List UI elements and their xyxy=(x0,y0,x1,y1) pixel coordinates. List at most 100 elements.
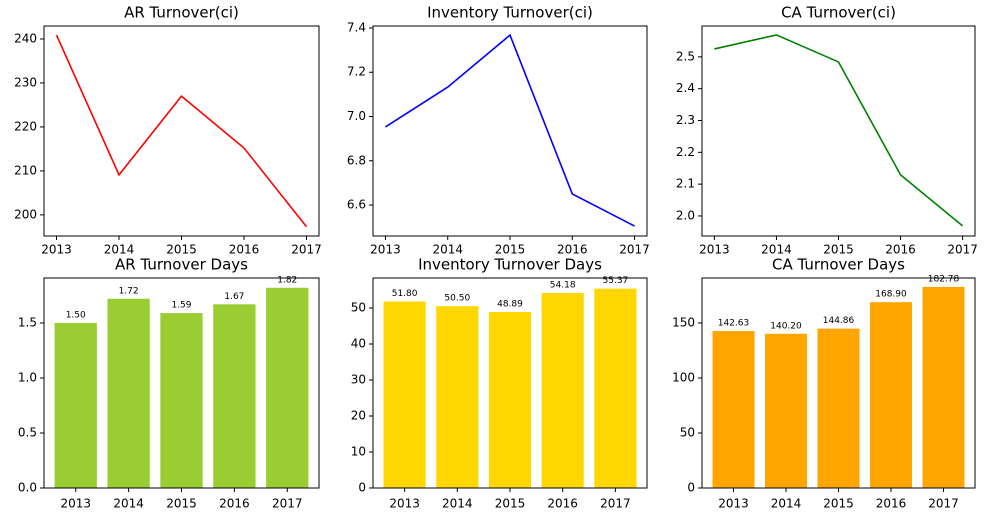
value-label: 168.90 xyxy=(875,290,907,300)
value-label: 1.59 xyxy=(171,301,191,311)
y-tick-label: 20 xyxy=(351,408,366,422)
y-tick-label: 2.3 xyxy=(676,113,695,127)
x-tick-label: 2014 xyxy=(104,243,135,257)
x-tick-label: 2014 xyxy=(761,243,792,257)
chart-title: AR Turnover Days xyxy=(115,256,248,274)
x-tick-label: 2014 xyxy=(442,497,473,511)
y-tick-label: 30 xyxy=(351,372,366,386)
x-tick-label: 2017 xyxy=(291,243,322,257)
x-tick-label: 2016 xyxy=(557,243,588,257)
y-tick-label: 7.2 xyxy=(347,65,366,79)
axes-frame xyxy=(701,25,976,237)
chart-title: CA Turnover Days xyxy=(772,256,905,274)
x-tick-label: 2013 xyxy=(41,243,72,257)
value-label: 51.80 xyxy=(392,289,418,299)
x-tick-label: 2015 xyxy=(495,243,526,257)
bar xyxy=(107,298,150,488)
y-tick-label: 100 xyxy=(672,370,695,384)
bar xyxy=(54,322,97,488)
y-tick-label: 0 xyxy=(687,481,695,495)
y-tick-label: 7.4 xyxy=(347,20,366,34)
bar xyxy=(266,287,309,488)
value-label: 1.72 xyxy=(119,286,139,296)
y-tick-label: 0.0 xyxy=(18,481,37,495)
bar xyxy=(541,292,584,488)
y-tick-label: 0.5 xyxy=(18,425,37,439)
value-label: 1.50 xyxy=(66,310,86,320)
value-label: 55.37 xyxy=(603,276,629,286)
x-tick-label: 2014 xyxy=(432,243,463,257)
chart-title: Inventory Turnover Days xyxy=(418,256,602,274)
y-tick-label: 240 xyxy=(14,31,37,45)
x-tick-label: 2017 xyxy=(619,243,650,257)
x-tick-label: 2017 xyxy=(928,497,959,511)
axes-frame xyxy=(43,277,320,489)
x-tick-label: 2015 xyxy=(823,497,854,511)
x-tick-label: 2015 xyxy=(166,243,197,257)
bar xyxy=(870,302,912,488)
value-label: 144.86 xyxy=(823,316,855,326)
value-label: 54.18 xyxy=(550,280,576,290)
bar xyxy=(922,286,965,488)
axes-frame xyxy=(43,25,320,237)
y-tick-label: 220 xyxy=(14,119,37,133)
axes-frame xyxy=(372,25,648,237)
value-label: 50.50 xyxy=(444,294,470,304)
y-tick-label: 6.8 xyxy=(347,153,366,167)
y-tick-label: 50 xyxy=(680,425,695,439)
x-tick-label: 2016 xyxy=(876,497,907,511)
chart-title: Inventory Turnover(ci) xyxy=(427,4,593,22)
bar xyxy=(436,306,479,488)
y-tick-label: 2.0 xyxy=(676,208,695,222)
x-tick-label: 2013 xyxy=(718,497,749,511)
x-tick-label: 2017 xyxy=(272,497,303,511)
y-tick-label: 7.0 xyxy=(347,109,366,123)
value-label: 142.63 xyxy=(718,319,750,329)
x-tick-label: 2016 xyxy=(547,497,578,511)
line-series xyxy=(385,33,635,227)
x-tick-label: 2016 xyxy=(229,243,260,257)
chart-title: AR Turnover(ci) xyxy=(124,4,239,22)
x-tick-label: 2016 xyxy=(219,497,250,511)
x-tick-label: 2014 xyxy=(771,497,802,511)
bar xyxy=(160,313,203,488)
x-tick-label: 2015 xyxy=(823,243,854,257)
value-label: 1.82 xyxy=(277,275,297,285)
y-tick-label: 230 xyxy=(14,75,37,89)
value-label: 1.67 xyxy=(224,292,244,302)
y-tick-label: 2.4 xyxy=(676,81,695,95)
bar xyxy=(213,304,256,488)
y-tick-label: 6.6 xyxy=(347,198,366,212)
y-tick-label: 0 xyxy=(358,481,366,495)
y-tick-label: 10 xyxy=(351,444,366,458)
bar xyxy=(594,288,637,488)
y-tick-label: 1.0 xyxy=(18,370,37,384)
y-tick-label: 2.1 xyxy=(676,177,695,191)
y-tick-label: 210 xyxy=(14,163,37,177)
x-tick-label: 2015 xyxy=(166,497,197,511)
value-label: 182.78 xyxy=(928,274,960,284)
x-tick-label: 2013 xyxy=(370,243,401,257)
bar xyxy=(765,333,807,488)
x-tick-label: 2013 xyxy=(60,497,91,511)
value-label: 140.20 xyxy=(770,321,802,331)
x-tick-label: 2013 xyxy=(389,497,420,511)
bar xyxy=(712,331,755,488)
axes-frame xyxy=(701,277,976,489)
x-tick-label: 2015 xyxy=(495,497,526,511)
x-tick-label: 2017 xyxy=(600,497,631,511)
y-tick-label: 2.5 xyxy=(676,49,695,63)
x-tick-label: 2013 xyxy=(699,243,730,257)
chart-title: CA Turnover(ci) xyxy=(781,4,896,22)
value-label: 48.89 xyxy=(497,299,523,309)
bar xyxy=(488,311,532,488)
y-tick-label: 50 xyxy=(351,300,366,314)
y-tick-label: 2.2 xyxy=(676,145,695,159)
x-tick-label: 2017 xyxy=(947,243,978,257)
x-tick-label: 2014 xyxy=(113,497,144,511)
x-tick-label: 2016 xyxy=(885,243,916,257)
line-series xyxy=(714,34,964,227)
bar xyxy=(383,301,426,488)
y-tick-label: 150 xyxy=(672,315,695,329)
